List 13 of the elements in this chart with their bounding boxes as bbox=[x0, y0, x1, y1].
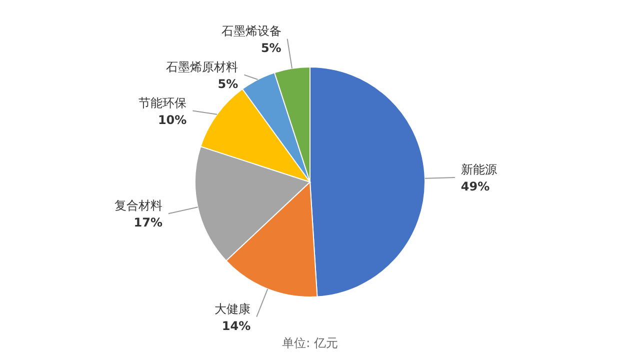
data-label: 17% bbox=[134, 216, 162, 230]
slice-label: 大健康 bbox=[214, 302, 251, 316]
text: 单位: 亿元 bbox=[282, 336, 338, 350]
slice-label: 石墨烯原材料 bbox=[166, 60, 238, 74]
data-label: 10% bbox=[158, 112, 187, 127]
slice-label: 石墨烯设备 bbox=[221, 24, 282, 38]
slice-label: 新能源 bbox=[460, 162, 497, 176]
slice-label: 节能环保 bbox=[138, 96, 187, 110]
data-label: 5% bbox=[260, 40, 282, 55]
slice-label: 复合材料 bbox=[114, 198, 162, 213]
data-label: 49% bbox=[460, 179, 490, 194]
data-label: 14% bbox=[222, 318, 251, 333]
data-label: 5% bbox=[218, 76, 238, 91]
